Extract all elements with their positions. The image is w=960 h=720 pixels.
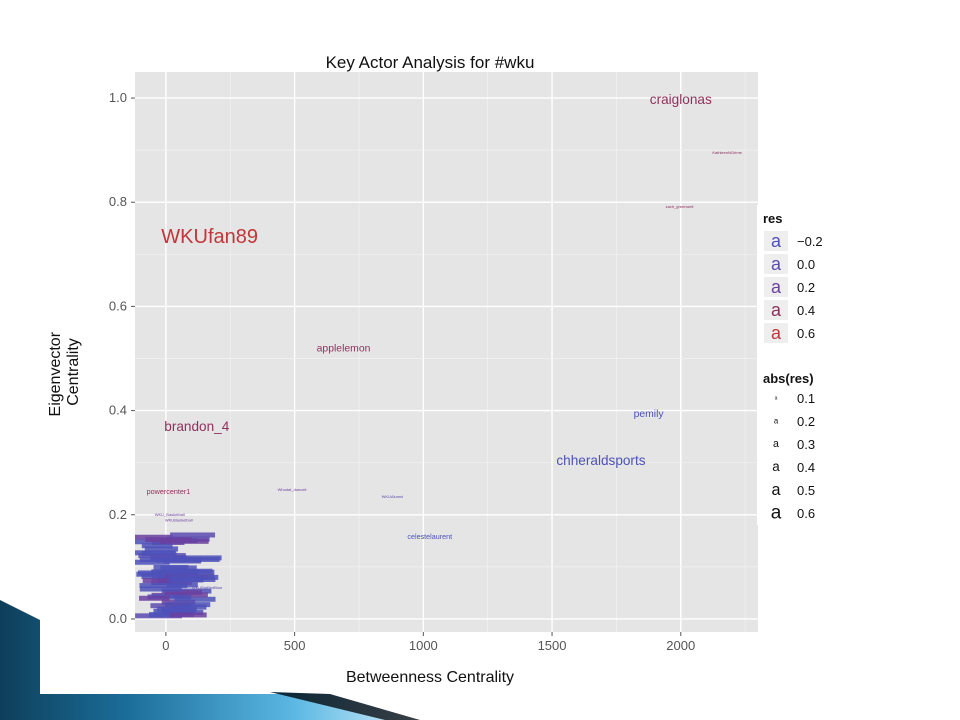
- legend-size-label: 0.6: [797, 506, 815, 521]
- y-tick-label: 0.2: [109, 507, 127, 522]
- legend-size-symbol: a: [773, 438, 779, 450]
- y-tick-label: 0.6: [109, 298, 127, 313]
- legend-size-label: 0.4: [797, 460, 815, 475]
- y-tick-label: 0.8: [109, 194, 127, 209]
- slide-corner-decoration: [0, 600, 420, 720]
- chart-title: Key Actor Analysis for #wku: [326, 53, 535, 72]
- legend-key-box: [764, 231, 788, 251]
- legend-res-label: −0.2: [797, 234, 823, 249]
- legend-absres-title: abs(res): [763, 371, 814, 386]
- cluster-label-blob: [141, 543, 173, 549]
- dense-label-cluster: [135, 532, 222, 619]
- legend-size-label: 0.2: [797, 414, 815, 429]
- legend-size-symbol: a: [771, 503, 782, 524]
- legend-key-box: [764, 457, 788, 477]
- cluster-label-blob: [159, 538, 209, 544]
- cluster-label-blob: [167, 577, 202, 583]
- legend-key-box: [764, 254, 788, 274]
- y-tick-label: 1.0: [109, 90, 127, 105]
- legend-res-symbol: a: [771, 277, 782, 297]
- legend-res-symbol: a: [771, 231, 782, 251]
- x-axis-title: Betweenness Centrality: [346, 669, 514, 686]
- y-axis-title: Eigenvector Centrality: [47, 328, 82, 417]
- legend-size-label: 0.1: [797, 391, 815, 406]
- point-label: pemily: [634, 409, 665, 420]
- y-tick-label: 0.0: [109, 611, 127, 626]
- cluster-label-blob: [142, 578, 174, 584]
- legend-key-box: [764, 388, 788, 408]
- slide-blue-swoosh: [0, 600, 420, 720]
- point-label: chheraldsports: [556, 453, 645, 468]
- legend-res-label: 0.6: [797, 326, 815, 341]
- legend-res-label: 0.4: [797, 303, 815, 318]
- cluster-label-blob: [139, 586, 182, 592]
- point-label: WKUfan89: [161, 226, 258, 248]
- cluster-label-blob: [170, 532, 216, 538]
- legend-res-symbol: a: [771, 300, 782, 320]
- legend-key-box: [764, 503, 788, 523]
- point-label: craiglonas: [650, 92, 712, 107]
- cluster-label-blob: [136, 571, 167, 577]
- data-labels: craiglonas KathleenNGrime zach_greenwell WK…: [147, 92, 743, 590]
- legend-key-box: [764, 300, 788, 320]
- point-label: WKUBasketball: [165, 517, 193, 522]
- cluster-label-blob: [150, 603, 191, 609]
- x-tick-label: 500: [284, 638, 306, 653]
- point-label: WKUBigRedBlue: [192, 585, 223, 590]
- cluster-label-blob: [135, 559, 170, 565]
- cluster-label-blob: [139, 557, 185, 563]
- legend-size-symbol: a: [775, 396, 778, 402]
- cluster-label-blob: [160, 565, 197, 571]
- cluster-label-blob: [144, 546, 179, 552]
- grid-lines: [135, 72, 758, 632]
- legend-size-symbol: a: [772, 459, 780, 474]
- legend-key-box: [764, 277, 788, 297]
- legend-key-box: [764, 411, 788, 431]
- legend-key-box: [764, 323, 788, 343]
- cluster-label-blob: [174, 596, 216, 602]
- y-axis-ticks: 0.0 0.2 0.4 0.6 0.8 1.0: [109, 90, 135, 626]
- y-tick-label: 0.4: [109, 403, 127, 418]
- legend-res-symbol: a: [771, 323, 782, 343]
- legend-key-box: [764, 434, 788, 454]
- point-label: celestelaurent: [407, 532, 452, 541]
- point-label: applelemon: [317, 344, 371, 355]
- legend-size-label: 0.3: [797, 437, 815, 452]
- legend-size-symbol: a: [774, 416, 779, 425]
- x-tick-label: 1000: [409, 638, 438, 653]
- cluster-label-blob: [174, 568, 213, 574]
- legend-res-label: 0.0: [797, 257, 815, 272]
- cluster-label-blob: [164, 589, 202, 595]
- x-axis-ticks: 0 500 1000 1500 2000: [162, 632, 695, 653]
- legend-res-title: res: [763, 211, 783, 226]
- x-tick-label: 0: [162, 638, 169, 653]
- point-label: powercenter1: [147, 487, 191, 496]
- legend: res a −0.2 a 0.0 a 0.2 a 0.4 a 0.6 abs(res) a 0.1 a 0.2…: [763, 211, 823, 524]
- point-label: WKU_Basketball: [155, 512, 185, 517]
- point-label: brandon_4: [164, 419, 229, 434]
- x-tick-label: 1500: [538, 638, 567, 653]
- cluster-label-blob: [139, 583, 188, 589]
- legend-size-label: 0.5: [797, 483, 815, 498]
- point-label: zach_greenwell: [666, 204, 694, 209]
- point-label: KathleenNGrime: [712, 150, 742, 155]
- cluster-label-blob: [169, 612, 207, 618]
- cluster-label-blob: [171, 604, 207, 610]
- plot-panel: [135, 72, 758, 632]
- legend-res-symbol: a: [771, 254, 782, 274]
- cluster-label-blob: [139, 595, 170, 601]
- slide-dark-swoosh: [270, 692, 420, 720]
- cluster-label-blob: [176, 556, 220, 562]
- point-label: Whodat_dueceit: [278, 487, 308, 492]
- x-tick-label: 2000: [666, 638, 695, 653]
- legend-res-label: 0.2: [797, 280, 815, 295]
- legend-key-box: [764, 480, 788, 500]
- point-label: WKUAlumni: [382, 494, 404, 499]
- cluster-label-blob: [141, 551, 177, 557]
- legend-size-symbol: a: [771, 481, 780, 499]
